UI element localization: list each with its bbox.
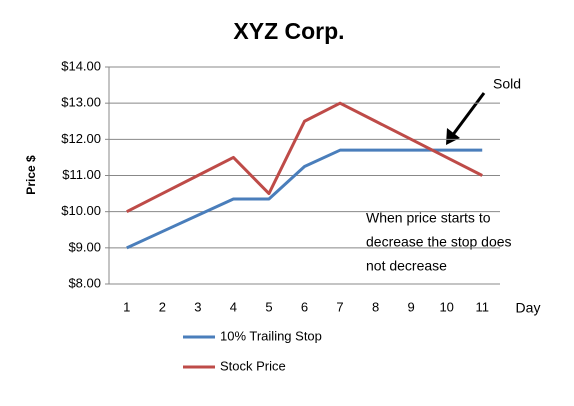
y-tick-label: $8.00 <box>68 275 101 290</box>
x-tick-label: 8 <box>372 299 379 314</box>
y-tick-label: $12.00 <box>61 131 101 146</box>
series-line <box>126 101 483 214</box>
chart-title: XYZ Corp. <box>233 18 344 44</box>
arrow-head <box>446 128 460 145</box>
annotation: When price starts to <box>366 210 491 226</box>
y-tick-label: $10.00 <box>61 203 101 218</box>
x-tick-label: 1 <box>123 299 130 314</box>
x-tick-label: 3 <box>194 299 201 314</box>
x-tick-label: 10 <box>439 299 453 314</box>
x-tick-label: 11 <box>475 299 489 314</box>
y-axis-label: Price $ <box>24 155 38 195</box>
x-axis-label: Day <box>516 300 541 316</box>
legend-label: 10% Trailing Stop <box>220 328 322 343</box>
series-line <box>126 148 483 250</box>
legend-label: Stock Price <box>220 358 286 373</box>
x-tick-label: 2 <box>159 299 166 314</box>
x-tick-label: 9 <box>408 299 415 314</box>
y-tick-label: $14.00 <box>61 58 101 73</box>
y-tick-label: $11.00 <box>62 167 101 182</box>
x-tick-label: 7 <box>336 299 343 314</box>
x-tick-label: 4 <box>230 299 237 314</box>
annotation: Sold <box>493 76 521 92</box>
annotation: not decrease <box>366 258 447 274</box>
arrow <box>450 92 486 137</box>
x-tick-label: 5 <box>265 299 272 314</box>
y-tick-label: $9.00 <box>68 239 101 254</box>
annotation: decrease the stop does <box>366 234 512 250</box>
y-tick-label: $13.00 <box>61 95 101 110</box>
x-tick-label: 6 <box>301 299 308 314</box>
